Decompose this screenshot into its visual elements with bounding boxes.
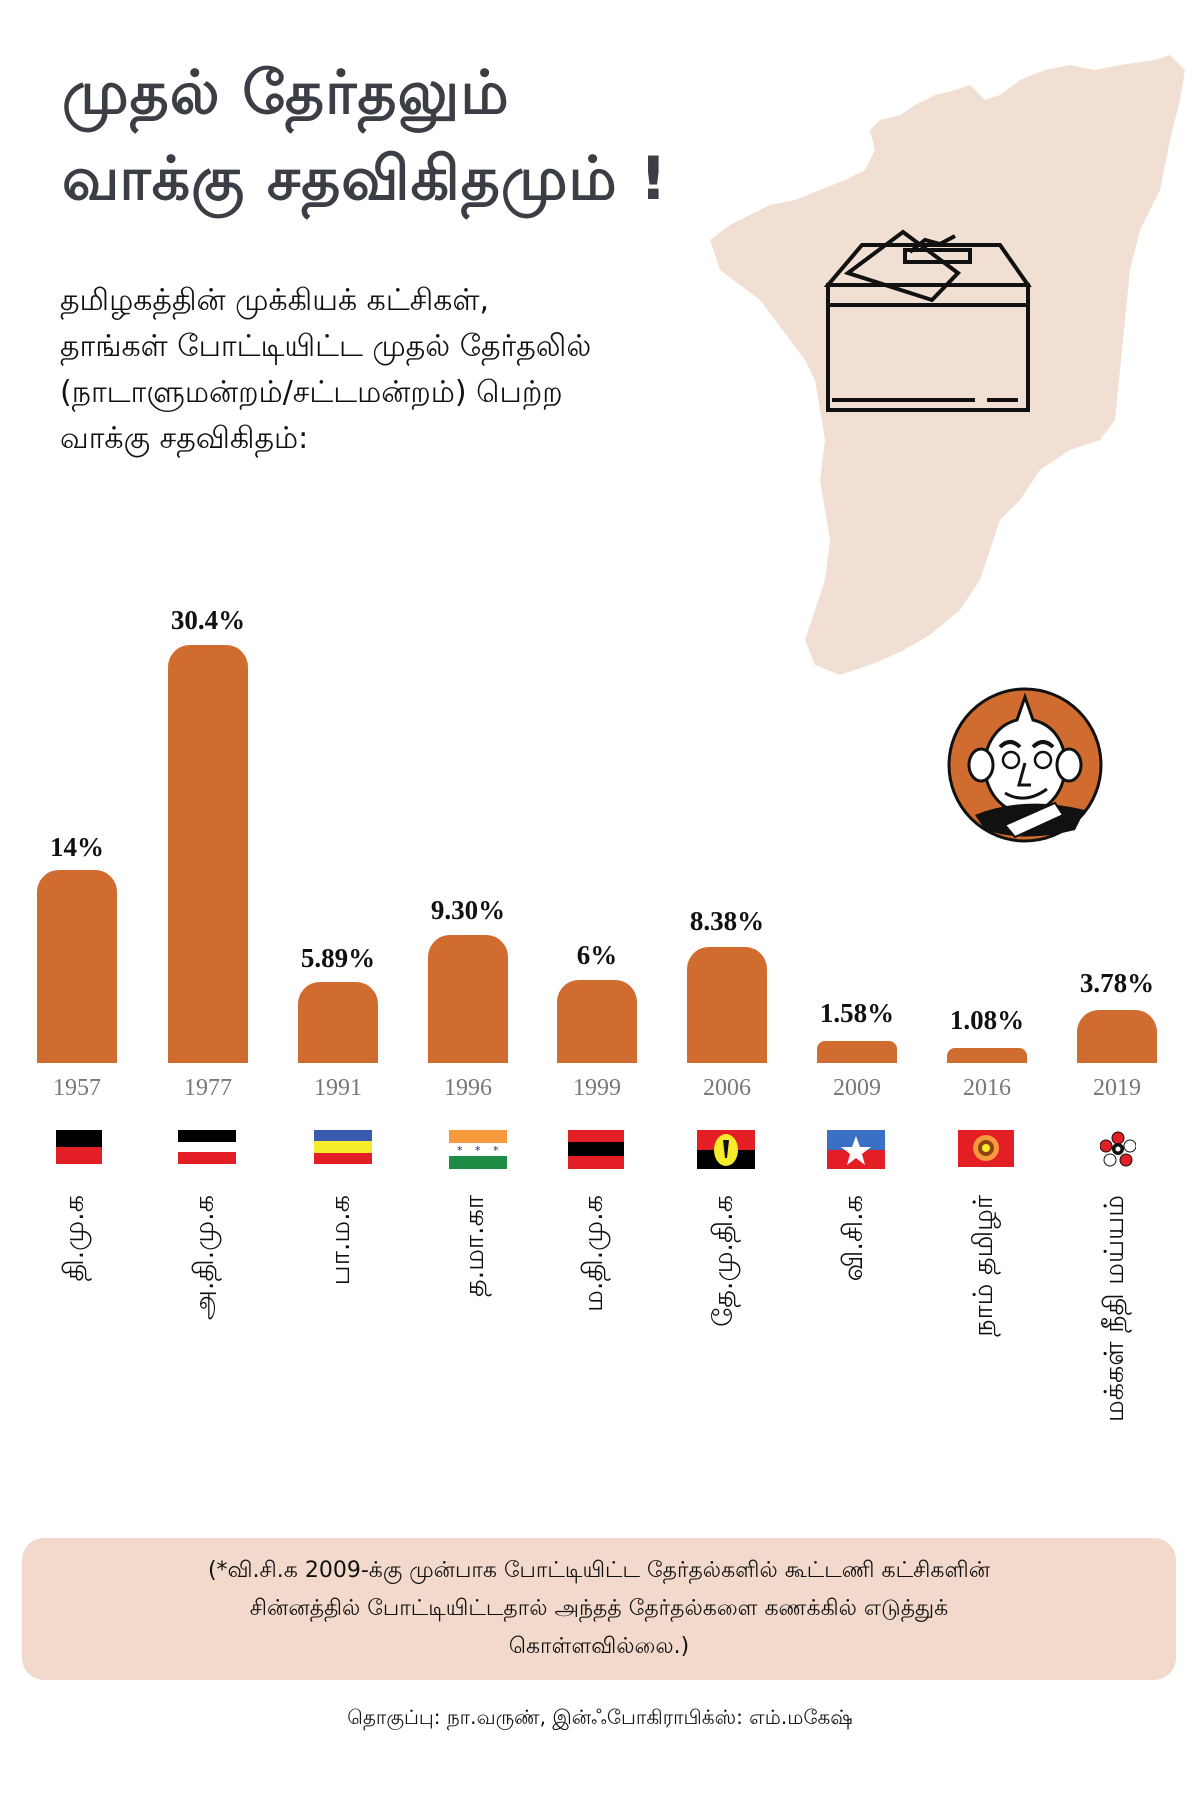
party-name: நாம் தமிழர் <box>968 1195 999 1337</box>
svg-text:*: * <box>457 1144 463 1157</box>
party-name: மக்கள் நீதி மய்யம் <box>1099 1195 1130 1422</box>
value-label: 3.78% <box>1079 968 1155 998</box>
year-label: 2009 <box>833 1075 881 1101</box>
value-label: 9.30% <box>430 895 506 925</box>
year-label: 2006 <box>703 1075 751 1101</box>
dmdk-flag-icon <box>697 1130 755 1169</box>
value-label: 30.4% <box>170 605 246 635</box>
party-name: தி.மு.க <box>59 1195 90 1282</box>
year-label: 1957 <box>53 1075 101 1101</box>
value-label: 1.08% <box>949 1005 1025 1035</box>
vck-flag-icon <box>827 1130 885 1169</box>
value-label: 14% <box>50 832 104 862</box>
bar <box>298 982 378 1063</box>
footnote-line: கொள்ளவில்லை.) <box>508 1634 690 1659</box>
value-label: 8.38% <box>689 906 765 936</box>
footnote-line: சின்னத்தில் போட்டியிட்டதால் அந்தத் தேர்த… <box>249 1596 949 1621</box>
dmk-flag-icon <box>56 1130 102 1164</box>
svg-text:*: * <box>493 1144 499 1157</box>
bar <box>1077 1010 1157 1063</box>
aiadmk-flag-icon <box>178 1130 236 1164</box>
credits: தொகுப்பு: நா.வருண், இன்ஃபோகிராபிக்ஸ்: எம… <box>347 1705 853 1729</box>
mdmk-flag-icon <box>568 1130 624 1169</box>
bar <box>428 935 508 1063</box>
party-name: பா.ம.க <box>325 1195 356 1286</box>
value-label: 1.58% <box>819 998 895 1028</box>
tmc-flag-icon: * * * <box>449 1130 507 1169</box>
subtitle-line: (நாடாளுமன்றம்/சட்டமன்றம்) பெற்ற <box>60 375 563 410</box>
title-line-1: முதல் தேர்தலும் <box>62 58 510 128</box>
bar <box>947 1048 1027 1063</box>
bar <box>168 645 248 1063</box>
party-name: வி.சி.க <box>838 1195 869 1282</box>
ntk-flag-icon <box>958 1130 1014 1167</box>
year-label: 1999 <box>573 1075 621 1101</box>
footnote-line: (*வி.சி.க 2009-க்கு முன்பாக போட்டியிட்ட … <box>207 1558 991 1583</box>
subtitle: தமிழகத்தின் முக்கியக் கட்சிகள், தாங்கள் … <box>60 278 591 462</box>
mascot-logo <box>947 687 1103 843</box>
page-title: முதல் தேர்தலும் வாக்கு சதவிகிதமும் ! <box>62 50 668 222</box>
bar <box>37 870 117 1063</box>
year-label: 2019 <box>1093 1075 1141 1101</box>
party-name: தே.மு.தி.க <box>708 1195 739 1327</box>
year-label: 1977 <box>184 1075 232 1101</box>
tamil-nadu-map <box>710 55 1185 675</box>
svg-text:*: * <box>475 1144 481 1157</box>
title-line-2: வாக்கு சதவிகிதமும் ! <box>62 144 668 214</box>
value-label: 6% <box>576 940 618 970</box>
party-name: அ.தி.மு.க <box>189 1195 220 1321</box>
mnm-logo-icon <box>1100 1131 1136 1167</box>
value-label: 5.89% <box>300 943 376 973</box>
year-label: 2016 <box>963 1075 1011 1101</box>
footnote-box: (*வி.சி.க 2009-க்கு முன்பாக போட்டியிட்ட … <box>22 1538 1176 1680</box>
ballot-box-icon <box>823 229 1032 412</box>
year-label: 1996 <box>444 1075 492 1101</box>
pmk-flag-icon <box>314 1130 372 1164</box>
bar <box>687 947 767 1063</box>
bar <box>557 980 637 1063</box>
party-name: ம.தி.மு.க <box>578 1195 609 1312</box>
bar-chart: 14% 1957 தி.மு.க 30.4% 1977 அ.தி.மு.க 5.… <box>37 605 1157 1422</box>
subtitle-line: தாங்கள் போட்டியிட்ட முதல் தேர்தலில் <box>60 329 592 364</box>
subtitle-line: தமிழகத்தின் முக்கியக் கட்சிகள், <box>60 283 490 318</box>
party-name: த.மா.கா <box>459 1195 490 1297</box>
bar <box>817 1041 897 1063</box>
subtitle-line: வாக்கு சதவிகிதம்: <box>60 421 309 456</box>
year-label: 1991 <box>314 1075 362 1101</box>
